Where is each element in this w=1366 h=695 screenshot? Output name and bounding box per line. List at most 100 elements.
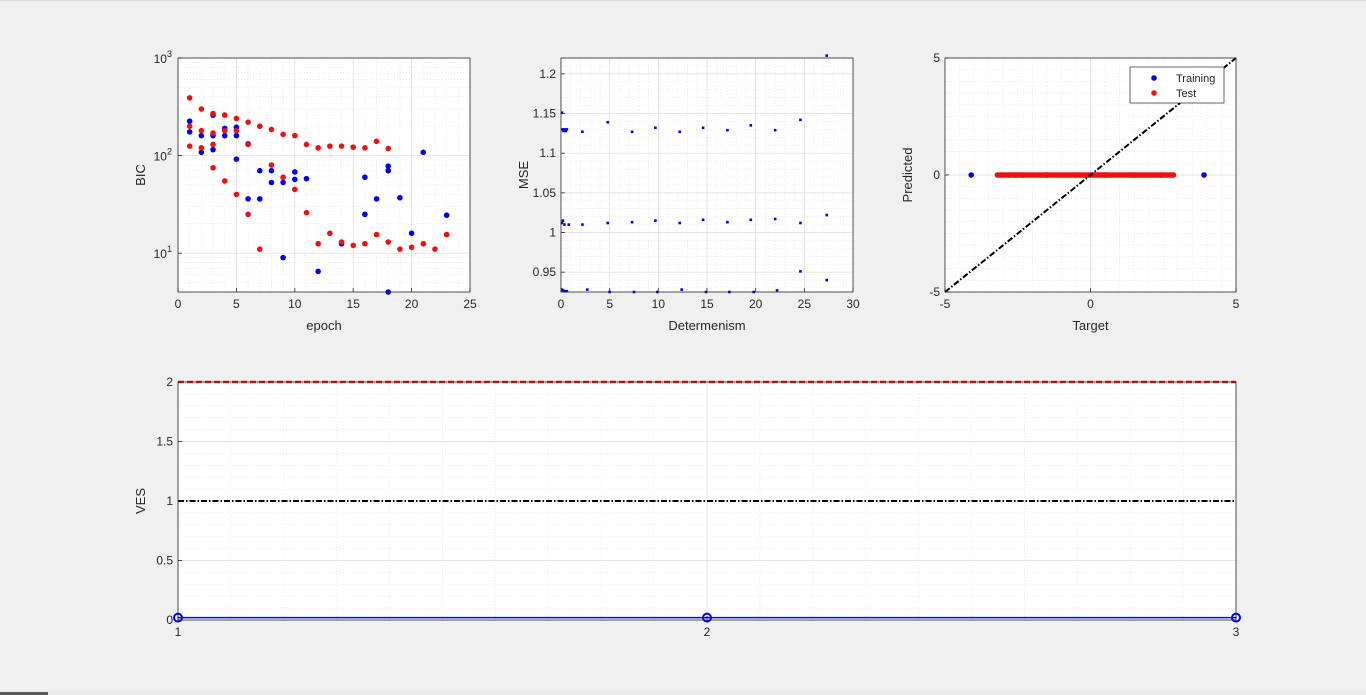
red-marker bbox=[373, 138, 380, 145]
red-marker bbox=[198, 106, 205, 112]
blue-marker bbox=[280, 254, 286, 261]
blue-marker bbox=[799, 118, 802, 122]
blue-marker bbox=[565, 289, 569, 293]
red-marker bbox=[245, 141, 251, 148]
test-marker bbox=[1170, 172, 1177, 178]
red-marker bbox=[338, 239, 345, 245]
y-tick-label: 0 bbox=[933, 168, 940, 182]
blue-marker bbox=[630, 220, 634, 224]
y-tick-label: 1.1 bbox=[539, 146, 556, 160]
red-marker bbox=[268, 162, 275, 168]
y-tick-label: 0.5 bbox=[156, 554, 173, 568]
red-marker bbox=[256, 123, 263, 130]
blue-marker bbox=[233, 156, 240, 162]
x-tick-label: 3 bbox=[1233, 625, 1240, 639]
blue-marker bbox=[567, 223, 571, 226]
x-tick-label: 2 bbox=[704, 625, 711, 639]
blue-marker bbox=[606, 120, 610, 124]
y-axis-label: BIC bbox=[133, 164, 148, 186]
blue-marker bbox=[385, 167, 392, 174]
y-tick-label: 1 bbox=[549, 226, 556, 240]
blue-marker bbox=[581, 130, 584, 134]
red-marker bbox=[385, 145, 392, 152]
training-marker bbox=[968, 172, 974, 178]
axes-box bbox=[177, 57, 471, 293]
blue-marker bbox=[408, 230, 415, 237]
red-marker bbox=[303, 141, 310, 148]
x-tick-label: 5 bbox=[233, 297, 240, 311]
blue-marker bbox=[565, 128, 569, 131]
blue-marker bbox=[385, 163, 392, 169]
red-marker bbox=[315, 145, 321, 151]
blue-marker bbox=[773, 217, 777, 221]
red-marker bbox=[315, 240, 321, 247]
blue-marker bbox=[654, 219, 657, 222]
window-bottom-bar bbox=[0, 691, 1366, 695]
red-marker bbox=[186, 123, 193, 130]
red-marker bbox=[362, 240, 368, 247]
red-marker bbox=[292, 186, 298, 193]
legend-box bbox=[1129, 66, 1225, 104]
red-marker bbox=[268, 126, 275, 133]
taskbar-segment bbox=[0, 692, 48, 695]
y-tick-label: 1 bbox=[166, 494, 173, 508]
blue-marker bbox=[585, 288, 589, 291]
red-marker bbox=[210, 164, 216, 171]
legend-training-marker bbox=[1151, 75, 1157, 81]
blue-marker bbox=[292, 169, 298, 175]
blue-marker bbox=[221, 132, 228, 139]
x-axis-label: epoch bbox=[306, 318, 341, 333]
blue-marker bbox=[561, 289, 565, 292]
red-marker bbox=[186, 143, 193, 149]
blue-marker bbox=[562, 129, 565, 133]
y-tick-label: 1.05 bbox=[533, 186, 557, 200]
x-tick-label: 20 bbox=[405, 297, 419, 311]
red-marker bbox=[397, 246, 403, 252]
blue-marker bbox=[397, 194, 403, 201]
red-marker bbox=[233, 191, 240, 198]
blue-marker bbox=[198, 149, 205, 156]
y-axis-label: MSE bbox=[516, 161, 531, 190]
blue-marker bbox=[315, 268, 321, 275]
red-marker bbox=[280, 174, 286, 181]
x-tick-label: 25 bbox=[463, 297, 477, 311]
blue-marker bbox=[563, 128, 566, 131]
blue-marker bbox=[268, 179, 275, 186]
training-marker bbox=[1201, 172, 1207, 178]
mse-determenism-axes: 0 5 10 15 20 25 30 0.95 1 1.05 1.1 1.15 1.2 Determeni… bbox=[516, 54, 860, 333]
ves-marker bbox=[702, 612, 712, 623]
y-tick-label: 103 bbox=[154, 49, 172, 66]
blue-marker bbox=[773, 128, 777, 132]
blue-marker bbox=[825, 278, 829, 282]
blue-marker bbox=[749, 218, 753, 222]
x-axis-label: Target bbox=[1072, 318, 1109, 333]
red-marker bbox=[256, 246, 263, 252]
blue-marker bbox=[186, 129, 193, 135]
red-marker bbox=[210, 130, 216, 136]
blue-marker bbox=[303, 175, 310, 182]
blue-marker bbox=[563, 289, 566, 293]
blue-marker bbox=[825, 54, 829, 57]
blue-marker bbox=[256, 167, 263, 174]
ves-axes: 1 2 3 0 0.5 1 1.5 2 VES bbox=[133, 375, 1241, 639]
blue-marker bbox=[420, 149, 427, 156]
red-marker bbox=[198, 127, 205, 134]
x-tick-label: 25 bbox=[798, 297, 812, 311]
red-marker bbox=[198, 145, 205, 151]
y-tick-label: 1.5 bbox=[156, 435, 173, 449]
y-tick-label: 0.95 bbox=[533, 265, 557, 279]
red-marker bbox=[327, 143, 333, 149]
blue-marker bbox=[373, 196, 380, 202]
blue-marker bbox=[799, 270, 802, 273]
red-marker bbox=[373, 231, 380, 238]
blue-marker bbox=[825, 213, 829, 217]
legend-training-label: Training bbox=[1176, 73, 1215, 85]
blue-marker bbox=[775, 289, 779, 292]
x-tick-label: 5 bbox=[1233, 297, 1240, 311]
blue-marker bbox=[678, 221, 682, 225]
x-tick-label: 10 bbox=[652, 297, 666, 311]
x-tick-label: 1 bbox=[175, 625, 182, 639]
y-tick-label: 2 bbox=[166, 375, 173, 389]
x-tick-label: 15 bbox=[700, 297, 714, 311]
